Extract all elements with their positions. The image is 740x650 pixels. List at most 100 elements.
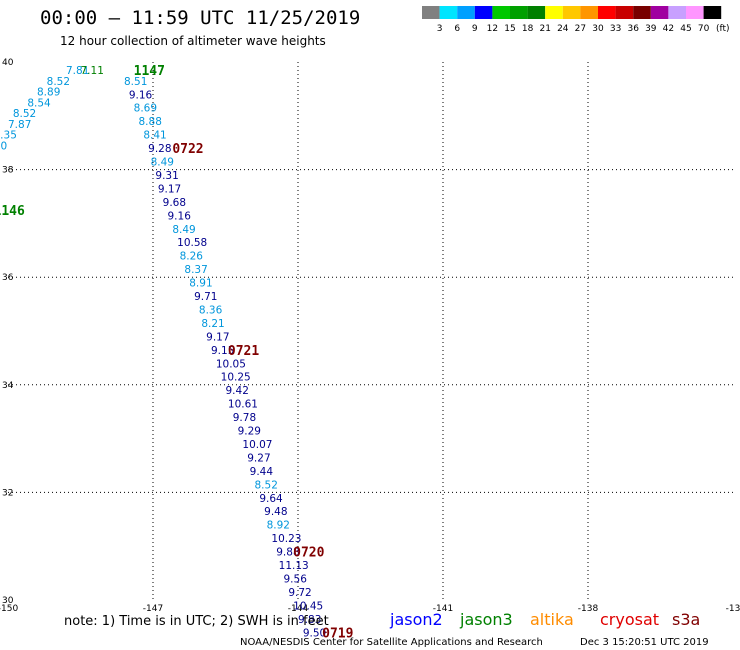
legend-entry: altika: [530, 610, 574, 629]
y-tick-label: 36: [2, 273, 14, 283]
data-point-label: 9.28: [148, 143, 171, 155]
y-axis-ticks: 30 32 34 36 38 40: [2, 58, 14, 606]
x-axis-ticks: -150 -147 -144 -141 -138 -13: [0, 604, 740, 614]
data-point-label: 11.13: [279, 560, 309, 572]
data-point-label: 9.27: [247, 452, 270, 464]
scale-swatch: [580, 6, 598, 19]
data-point-label: 9.17: [206, 331, 229, 343]
scale-label: 70: [698, 24, 710, 34]
data-point-label: 9.29: [238, 426, 261, 438]
data-point-label: 9.31: [155, 170, 178, 182]
time-label: 0719: [322, 626, 353, 641]
data-point-label: 8.91: [189, 278, 212, 290]
data-point-label: 8.26: [180, 251, 204, 263]
data-point-label: 7.35: [0, 130, 17, 142]
x-tick-label: -138: [578, 604, 599, 614]
data-point-label: 10.25: [221, 372, 251, 384]
data-point-label: 10.05: [216, 358, 246, 370]
y-tick-label: 32: [2, 488, 13, 498]
data-point-label: 8.88: [139, 116, 162, 128]
time-label: 0721: [228, 344, 259, 359]
data-point-label: 7.60: [0, 140, 7, 152]
data-point-label: 8.36: [199, 304, 223, 316]
data-point-label: 7.87: [8, 119, 31, 131]
y-tick-label: 30: [2, 596, 14, 606]
time-label: 1146: [0, 204, 25, 219]
x-tick-label: -150: [0, 604, 18, 614]
scale-label: 12: [487, 24, 498, 34]
data-point-label: 8.49: [172, 224, 195, 236]
data-point-label: 9.50: [303, 627, 326, 639]
data-point-label: 9.42: [226, 385, 249, 397]
time-labels: 1147 1146 0722 0721 0720 0719: [0, 64, 353, 641]
data-point-label: 8.52: [47, 76, 70, 88]
legend-entry: s3a: [672, 610, 700, 629]
data-point-label: 10.61: [228, 399, 258, 411]
scale-swatch: [686, 6, 704, 19]
data-point-label: 8.37: [184, 264, 207, 276]
scale-label: 21: [539, 24, 550, 34]
scale-swatch: [492, 6, 510, 19]
scale-swatch: [545, 6, 563, 19]
satellite-legend: jason2 jason3 altika cryosat s3a: [389, 610, 700, 629]
data-point-label: 10.45: [293, 600, 323, 612]
page-subtitle: 12 hour collection of altimeter wave hei…: [60, 34, 326, 48]
data-point-label: 9.78: [233, 412, 256, 424]
chart-grid: [8, 62, 733, 600]
data-point-label: 8.51: [124, 76, 147, 88]
scale-label: 27: [575, 24, 586, 34]
legend-entry: jason3: [459, 610, 513, 629]
scale-unit: (ft): [716, 24, 730, 34]
data-point-label: 8.21: [201, 318, 224, 330]
x-tick-label: -144: [288, 604, 309, 614]
y-tick-label: 34: [2, 381, 14, 391]
data-point-label: 9.44: [250, 466, 274, 478]
time-label: 0722: [172, 142, 203, 157]
scale-label: 24: [557, 24, 569, 34]
x-tick-label: -147: [143, 604, 163, 614]
time-label: 0720: [293, 546, 324, 561]
data-point-label: 9.17: [158, 183, 181, 195]
data-point-label: 7.81: [66, 65, 89, 77]
x-tick-label: -13: [726, 604, 740, 614]
scale-swatch: [439, 6, 458, 19]
y-tick-label: 38: [2, 166, 14, 176]
footer-credit: NOAA/NESDIS Center for Satellite Applica…: [240, 637, 543, 648]
legend-entry: jason2: [389, 610, 443, 629]
data-point-label: 8.89: [37, 87, 60, 99]
data-point-label: 9.16: [168, 210, 192, 222]
data-point-label: 7.11: [81, 65, 104, 77]
data-point-label: 9.88: [276, 547, 299, 559]
data-point-label: 10.58: [177, 237, 207, 249]
scale-label: 36: [627, 24, 639, 34]
data-point-label: 8.52: [13, 108, 36, 120]
scale-swatch: [615, 6, 634, 19]
data-point-label: 9.56: [284, 573, 308, 585]
footer-note: note: 1) Time is in UTC; 2) SWH is in fe…: [64, 614, 329, 629]
data-point-label: 8.52: [255, 479, 278, 491]
scale-label: 6: [454, 24, 460, 34]
scale-label: 30: [592, 24, 604, 34]
scale-swatch: [562, 6, 581, 19]
data-point-label: 9.83: [298, 614, 321, 626]
y-tick-label: 40: [2, 58, 14, 68]
scale-swatch: [422, 6, 440, 19]
data-point-label: 9.15: [211, 345, 234, 357]
scale-label: 15: [504, 24, 515, 34]
scale-swatch: [650, 6, 669, 19]
scale-label: 39: [645, 24, 657, 34]
scale-swatch: [457, 6, 475, 19]
scale-label: 3: [437, 24, 443, 34]
scale-swatch: [633, 6, 651, 19]
data-point-label: 9.48: [264, 506, 287, 518]
data-point-label: 9.16: [129, 89, 153, 101]
data-point-label: 8.49: [151, 157, 174, 169]
footer-timestamp: Dec 3 15:20:51 UTC 2019: [580, 637, 709, 648]
scale-swatch: [668, 6, 686, 19]
color-scale: 3 6 9 12 15 18 21 24 27 30 33 36 39 42 45 70: [422, 6, 722, 34]
scale-swatch: [474, 6, 493, 19]
scale-swatch: [598, 6, 616, 19]
time-label: 1147: [134, 64, 165, 79]
data-point-label: 8.41: [143, 130, 166, 142]
